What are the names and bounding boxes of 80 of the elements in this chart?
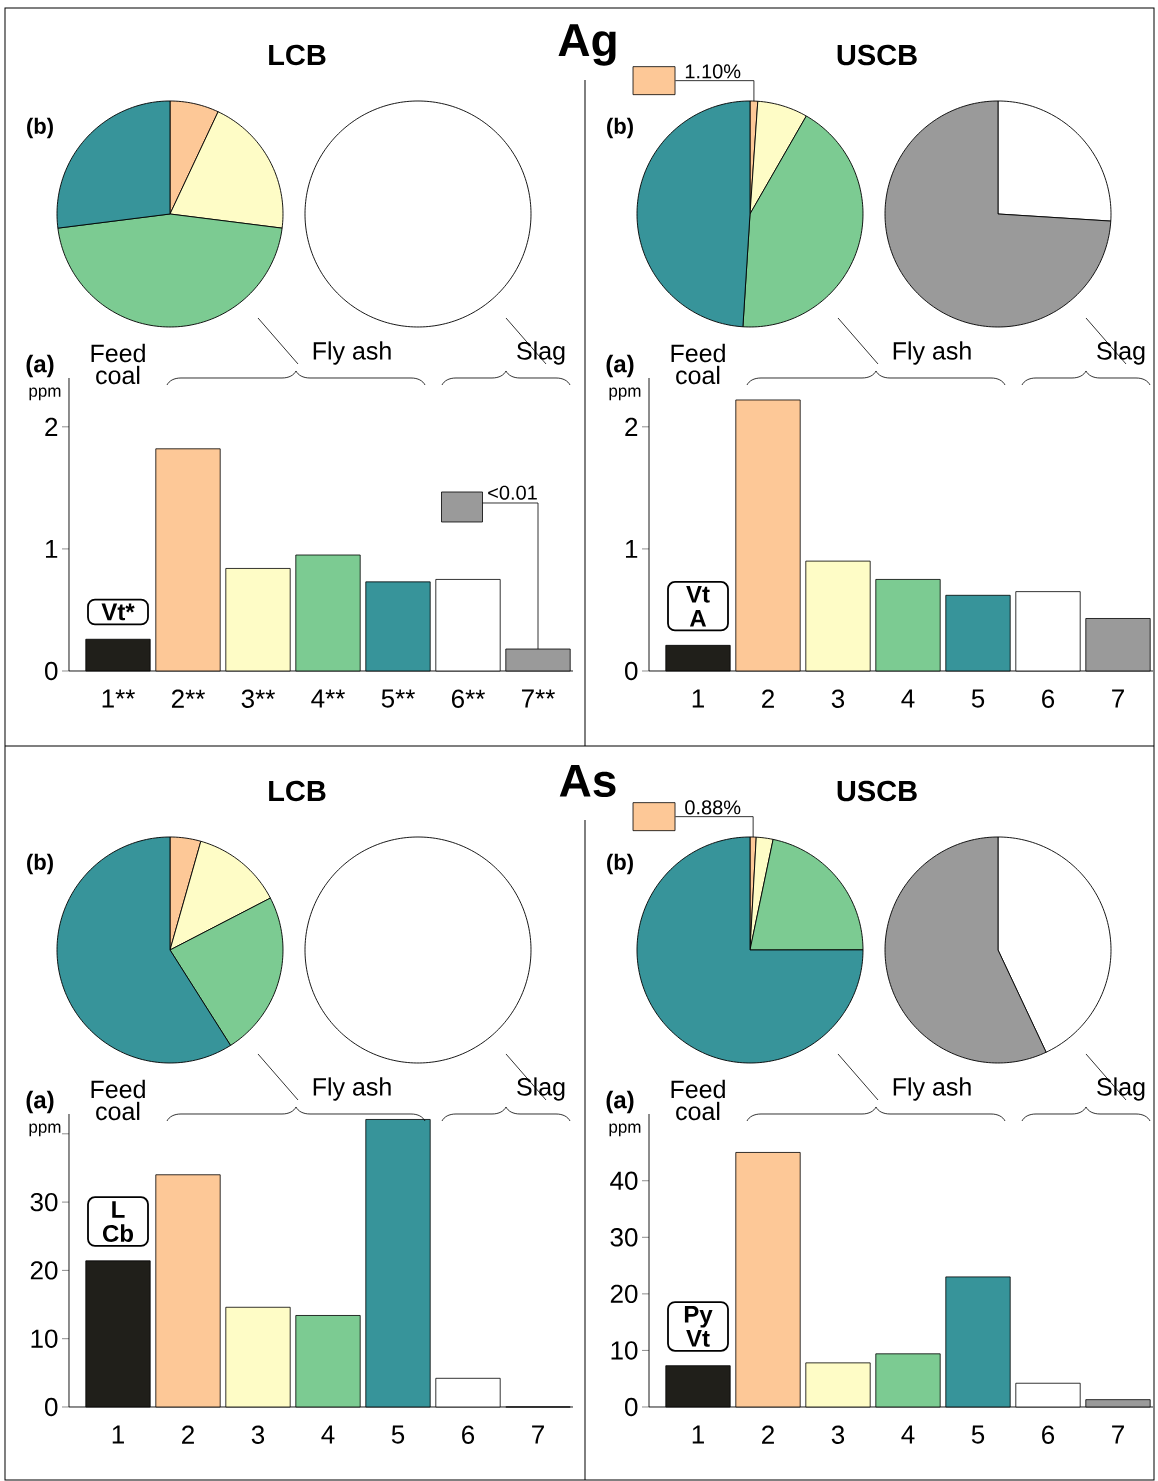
text: Fly ash <box>313 341 391 365</box>
x-tick-label: 3 <box>831 689 845 708</box>
annotation: Feed coal <box>671 1079 725 1121</box>
y-tick-label: 0 <box>45 661 58 681</box>
data-label: 1.10% <box>685 64 741 79</box>
x-tick-label: 7** <box>521 689 555 708</box>
x-tick-label: 6 <box>462 1425 475 1444</box>
y-tick-label: 40 <box>610 1171 638 1190</box>
x-tick-label: 2 <box>182 1425 194 1444</box>
data-label: 0.88% <box>685 800 741 815</box>
x-tick-label: 2 <box>762 1425 774 1444</box>
annotation: Vt* <box>101 603 135 621</box>
text: (b) <box>27 117 53 139</box>
y-tick-label: 20 <box>30 1261 58 1280</box>
chart-title: LCB <box>269 44 326 66</box>
annotation: Feed coal <box>671 343 725 385</box>
y-tick-label: 2 <box>45 417 58 436</box>
y-tick-label: 30 <box>30 1192 58 1212</box>
annotation: <0.01 <box>488 485 537 500</box>
x-tick-label: 6 <box>1042 689 1055 708</box>
x-tick-label: 5 <box>391 1425 405 1444</box>
x-tick-label: 6 <box>1042 1425 1055 1444</box>
text: Fly ash <box>893 1077 971 1101</box>
x-tick-label: 4 <box>901 689 915 708</box>
text: (a) <box>606 1090 634 1114</box>
x-tick-label: 2 <box>762 689 774 708</box>
x-tick-label: 2** <box>171 689 205 708</box>
y-tick-label: 0 <box>45 1397 58 1417</box>
x-tick-label: 1 <box>112 1425 124 1444</box>
y-tick-label: 10 <box>611 1341 638 1360</box>
annotation: L Cb <box>102 1201 134 1242</box>
x-tick-label: 7 <box>1112 1425 1124 1444</box>
x-tick-label: 1 <box>692 689 704 708</box>
text: Fly ash <box>893 341 971 365</box>
chart-title: USCB <box>837 44 917 66</box>
chart-title: USCB <box>837 780 917 802</box>
text: Slag <box>1097 1077 1145 1101</box>
x-tick-label: 6** <box>451 689 485 708</box>
x-tick-label: 5** <box>381 689 415 708</box>
y-axis-title: ppm <box>29 387 61 401</box>
x-tick-label: 1 <box>692 1425 704 1444</box>
x-tick-label: 3 <box>831 1425 845 1444</box>
y-tick-label: 0 <box>625 661 638 681</box>
y-tick-label: 0 <box>625 1397 638 1417</box>
text: (b) <box>27 853 53 875</box>
x-tick-label: 3** <box>241 689 275 708</box>
text: (a) <box>606 354 634 378</box>
y-tick-label: 1 <box>625 539 638 558</box>
x-tick-label: 4** <box>311 689 345 708</box>
text: (a) <box>26 1090 54 1114</box>
y-axis-title: ppm <box>29 1123 61 1137</box>
y-tick-label: 10 <box>31 1329 58 1348</box>
text: Slag <box>517 341 565 365</box>
x-tick-label: 7 <box>532 1425 544 1444</box>
annotation: Vt A <box>686 585 710 627</box>
x-tick-label: 4 <box>321 1425 335 1444</box>
text: Slag <box>517 1077 565 1101</box>
y-tick-label: 1 <box>45 539 58 558</box>
x-tick-label: 5 <box>971 1425 985 1444</box>
annotation: Py Vt <box>684 1306 713 1347</box>
y-tick-label: 20 <box>610 1284 638 1304</box>
x-tick-label: 5 <box>971 689 985 708</box>
x-tick-label: 3 <box>251 1425 265 1444</box>
annotation: Feed coal <box>91 343 145 385</box>
text: Ag <box>558 24 616 66</box>
y-axis-title: ppm <box>609 1123 641 1137</box>
y-tick-label: 2 <box>625 417 638 436</box>
y-axis-title: ppm <box>609 387 641 401</box>
y-tick-label: 30 <box>610 1228 638 1247</box>
text: (a) <box>26 354 54 378</box>
text: Fly ash <box>313 1077 391 1101</box>
text: As <box>559 764 616 798</box>
annotation: Feed coal <box>91 1079 145 1121</box>
x-tick-label: 1** <box>102 689 135 708</box>
x-tick-label: 7 <box>1112 689 1124 708</box>
text: Slag <box>1097 341 1145 365</box>
x-tick-label: 4 <box>901 1425 915 1444</box>
chart-title: LCB <box>269 780 326 802</box>
text: (b) <box>607 853 633 875</box>
text: (b) <box>607 117 633 139</box>
